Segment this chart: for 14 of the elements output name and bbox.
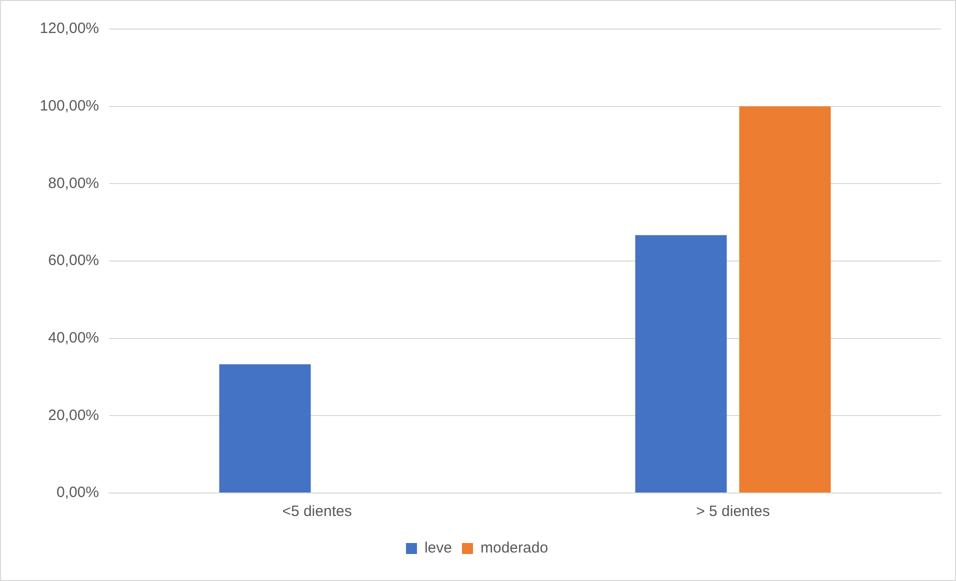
x-tick-label: <5 dientes (282, 503, 352, 520)
y-tick-label: 80,00% (48, 174, 99, 192)
bar (739, 106, 831, 492)
bar (635, 235, 727, 492)
legend-label: leve (424, 540, 452, 557)
y-tick-label: 20,00% (48, 406, 99, 424)
y-tick-label: 0,00% (56, 484, 99, 502)
y-tick-label: 60,00% (48, 252, 99, 270)
legend-label: moderado (480, 540, 548, 557)
y-tick-label: 40,00% (48, 329, 99, 346)
x-tick-label: > 5 dientes (696, 503, 770, 520)
bar (219, 364, 311, 492)
y-tick-label: 120,00% (40, 20, 99, 38)
y-tick-label: 100,00% (40, 97, 99, 114)
